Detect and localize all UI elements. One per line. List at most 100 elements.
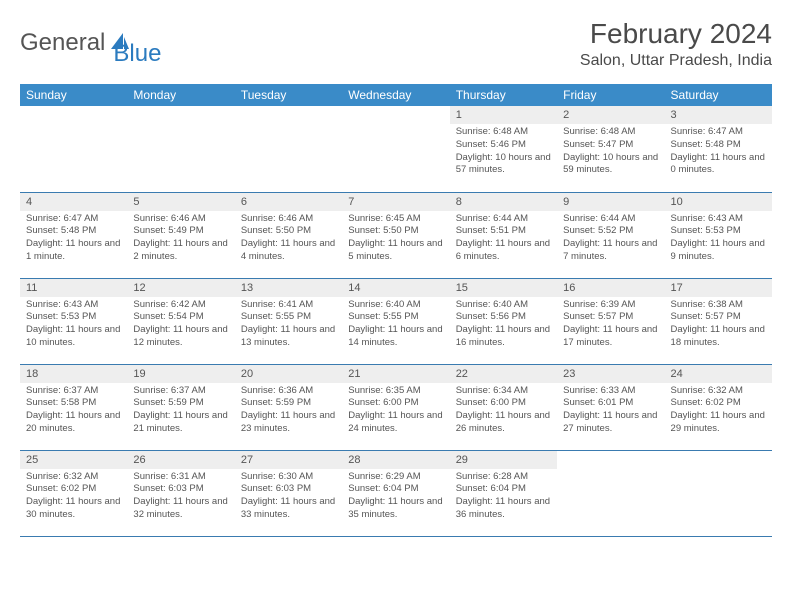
daylight-text: Daylight: 11 hours and 21 minutes. [133,410,228,436]
sunset-text: Sunset: 6:01 PM [563,397,658,410]
sunset-text: Sunset: 6:02 PM [671,397,766,410]
day-header-thursday: Thursday [450,84,557,106]
sunrise-text: Sunrise: 6:41 AM [241,299,336,312]
day-number: 19 [127,365,234,383]
day-header-friday: Friday [557,84,664,106]
sunset-text: Sunset: 5:53 PM [671,225,766,238]
daylight-text: Daylight: 11 hours and 9 minutes. [671,238,766,264]
sunset-text: Sunset: 6:02 PM [26,483,121,496]
day-number: 11 [20,279,127,297]
day-header-sunday: Sunday [20,84,127,106]
sunrise-text: Sunrise: 6:31 AM [133,471,228,484]
day-content: Sunrise: 6:47 AMSunset: 5:48 PMDaylight:… [665,124,772,181]
day-cell: 25Sunrise: 6:32 AMSunset: 6:02 PMDayligh… [20,450,127,536]
sunset-text: Sunset: 5:59 PM [241,397,336,410]
daylight-text: Daylight: 11 hours and 10 minutes. [26,324,121,350]
sunset-text: Sunset: 5:56 PM [456,311,551,324]
day-content: Sunrise: 6:30 AMSunset: 6:03 PMDaylight:… [235,469,342,526]
daylight-text: Daylight: 11 hours and 1 minute. [26,238,121,264]
location-text: Salon, Uttar Pradesh, India [580,52,772,70]
daylight-text: Daylight: 10 hours and 59 minutes. [563,152,658,178]
week-row: 11Sunrise: 6:43 AMSunset: 5:53 PMDayligh… [20,278,772,364]
day-cell: 10Sunrise: 6:43 AMSunset: 5:53 PMDayligh… [665,192,772,278]
day-cell: 27Sunrise: 6:30 AMSunset: 6:03 PMDayligh… [235,450,342,536]
day-content: Sunrise: 6:32 AMSunset: 6:02 PMDaylight:… [20,469,127,526]
week-row: 18Sunrise: 6:37 AMSunset: 5:58 PMDayligh… [20,364,772,450]
day-cell: 7Sunrise: 6:45 AMSunset: 5:50 PMDaylight… [342,192,449,278]
sunset-text: Sunset: 6:00 PM [456,397,551,410]
day-number: 9 [557,193,664,211]
day-number: 8 [450,193,557,211]
day-cell: 29Sunrise: 6:28 AMSunset: 6:04 PMDayligh… [450,450,557,536]
day-cell: 11Sunrise: 6:43 AMSunset: 5:53 PMDayligh… [20,278,127,364]
header: General Blue February 2024 Salon, Uttar … [20,18,772,70]
calendar-table: SundayMondayTuesdayWednesdayThursdayFrid… [20,84,772,537]
day-content: Sunrise: 6:29 AMSunset: 6:04 PMDaylight:… [342,469,449,526]
day-content: Sunrise: 6:40 AMSunset: 5:55 PMDaylight:… [342,297,449,354]
daylight-text: Daylight: 10 hours and 57 minutes. [456,152,551,178]
sunset-text: Sunset: 6:03 PM [133,483,228,496]
sunrise-text: Sunrise: 6:39 AM [563,299,658,312]
day-cell: 5Sunrise: 6:46 AMSunset: 5:49 PMDaylight… [127,192,234,278]
daylight-text: Daylight: 11 hours and 5 minutes. [348,238,443,264]
daylight-text: Daylight: 11 hours and 17 minutes. [563,324,658,350]
day-number: 7 [342,193,449,211]
day-content: Sunrise: 6:42 AMSunset: 5:54 PMDaylight:… [127,297,234,354]
sunset-text: Sunset: 5:50 PM [241,225,336,238]
logo: General Blue [20,18,161,68]
day-cell: 14Sunrise: 6:40 AMSunset: 5:55 PMDayligh… [342,278,449,364]
day-content: Sunrise: 6:48 AMSunset: 5:46 PMDaylight:… [450,124,557,181]
sunset-text: Sunset: 5:55 PM [348,311,443,324]
daylight-text: Daylight: 11 hours and 12 minutes. [133,324,228,350]
day-cell: 15Sunrise: 6:40 AMSunset: 5:56 PMDayligh… [450,278,557,364]
day-number: 5 [127,193,234,211]
empty-cell [127,106,234,192]
day-number: 2 [557,106,664,124]
day-cell: 3Sunrise: 6:47 AMSunset: 5:48 PMDaylight… [665,106,772,192]
daylight-text: Daylight: 11 hours and 23 minutes. [241,410,336,436]
sunrise-text: Sunrise: 6:38 AM [671,299,766,312]
sunrise-text: Sunrise: 6:48 AM [456,126,551,139]
sunset-text: Sunset: 5:51 PM [456,225,551,238]
day-content: Sunrise: 6:39 AMSunset: 5:57 PMDaylight:… [557,297,664,354]
sunrise-text: Sunrise: 6:33 AM [563,385,658,398]
sunrise-text: Sunrise: 6:47 AM [671,126,766,139]
sunset-text: Sunset: 5:50 PM [348,225,443,238]
day-content: Sunrise: 6:44 AMSunset: 5:51 PMDaylight:… [450,211,557,268]
day-cell: 13Sunrise: 6:41 AMSunset: 5:55 PMDayligh… [235,278,342,364]
sunset-text: Sunset: 5:47 PM [563,139,658,152]
sunrise-text: Sunrise: 6:48 AM [563,126,658,139]
daylight-text: Daylight: 11 hours and 7 minutes. [563,238,658,264]
week-row: 1Sunrise: 6:48 AMSunset: 5:46 PMDaylight… [20,106,772,192]
day-content: Sunrise: 6:47 AMSunset: 5:48 PMDaylight:… [20,211,127,268]
sunrise-text: Sunrise: 6:46 AM [133,213,228,226]
day-cell: 20Sunrise: 6:36 AMSunset: 5:59 PMDayligh… [235,364,342,450]
day-cell: 17Sunrise: 6:38 AMSunset: 5:57 PMDayligh… [665,278,772,364]
sunset-text: Sunset: 5:58 PM [26,397,121,410]
daylight-text: Daylight: 11 hours and 16 minutes. [456,324,551,350]
day-cell: 19 Sunrise: 6:37 AMSunset: 5:59 PMDayligh… [127,364,234,450]
day-content: Sunrise: 6:33 AMSunset: 6:01 PMDaylight:… [557,383,664,440]
daylight-text: Daylight: 11 hours and 26 minutes. [456,410,551,436]
empty-cell [557,450,664,536]
day-content: Sunrise: 6:37 AMSunset: 5:58 PMDaylight:… [20,383,127,440]
day-number: 14 [342,279,449,297]
sunrise-text: Sunrise: 6:28 AM [456,471,551,484]
daylight-text: Daylight: 11 hours and 36 minutes. [456,496,551,522]
day-content: Sunrise: 6:31 AMSunset: 6:03 PMDaylight:… [127,469,234,526]
day-number: 24 [665,365,772,383]
daylight-text: Daylight: 11 hours and 27 minutes. [563,410,658,436]
sunset-text: Sunset: 5:59 PM [133,397,228,410]
sunrise-text: Sunrise: 6:37 AM [133,385,228,398]
day-number: 3 [665,106,772,124]
day-cell: 22 Sunrise: 6:34 AMSunset: 6:00 PMDayligh… [450,364,557,450]
day-number: 15 [450,279,557,297]
day-cell: 24Sunrise: 6:32 AMSunset: 6:02 PMDayligh… [665,364,772,450]
daylight-text: Daylight: 11 hours and 4 minutes. [241,238,336,264]
day-number: 22 [450,365,557,383]
day-content: Sunrise: 6:38 AMSunset: 5:57 PMDaylight:… [665,297,772,354]
sunrise-text: Sunrise: 6:42 AM [133,299,228,312]
daylight-text: Daylight: 11 hours and 0 minutes. [671,152,766,178]
daylight-text: Daylight: 11 hours and 30 minutes. [26,496,121,522]
sunrise-text: Sunrise: 6:34 AM [456,385,551,398]
